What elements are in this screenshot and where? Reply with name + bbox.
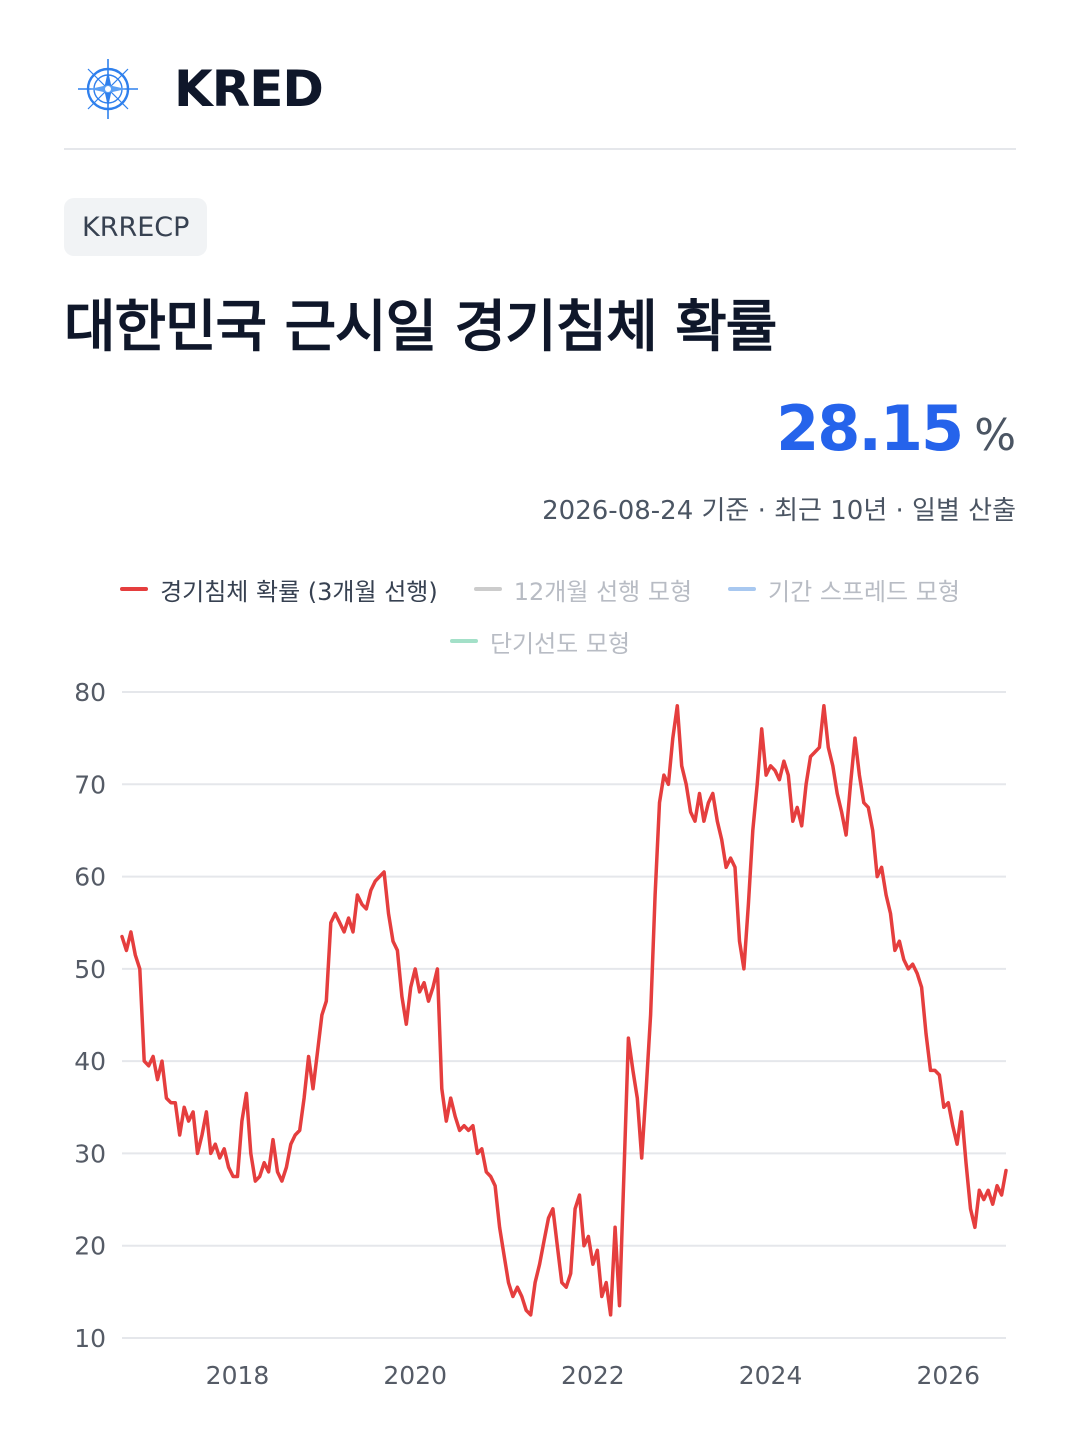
x-tick-label: 2022: [561, 1361, 625, 1390]
current-value-number: 28.15: [776, 392, 964, 465]
y-tick-label: 30: [74, 1139, 106, 1168]
series-code-badge: KRRECP: [64, 198, 208, 256]
as-of-subtitle: 2026-08-24 기준 · 최근 10년 · 일별 산출: [542, 496, 1016, 526]
legend-label: 단기선도 모형: [489, 629, 631, 658]
y-tick-label: 60: [74, 863, 106, 892]
y-tick-label: 40: [74, 1047, 106, 1076]
current-value: 28.15 %: [776, 392, 1016, 465]
legend-swatch: [449, 639, 478, 643]
series-line-0: [120, 704, 1008, 1317]
app-header: KRED: [64, 30, 1016, 148]
y-tick-label: 50: [74, 955, 106, 984]
header-divider: [64, 148, 1016, 150]
brand-name[interactable]: KRED: [174, 60, 324, 118]
x-tick-label: 2020: [383, 1361, 447, 1390]
x-tick-label: 2024: [739, 1361, 803, 1390]
legend-swatch: [473, 587, 502, 591]
y-tick-label: 10: [74, 1324, 106, 1353]
x-tick-label: 2026: [916, 1361, 980, 1390]
page-title: 대한민국 근시일 경기침체 확률: [64, 295, 777, 360]
y-tick-label: 80: [74, 678, 106, 707]
legend-label: 경기침체 확률 (3개월 선행): [160, 577, 438, 606]
compass-icon[interactable]: [76, 57, 140, 121]
legend-item-1[interactable]: 12개월 선행 모형: [473, 574, 693, 606]
legend-swatch: [728, 587, 757, 591]
line-chart: 10 20 30 40 50 60 70 80 2018 2020 2022 2024 2026: [74, 678, 1008, 1390]
y-tick-label: 20: [74, 1232, 106, 1261]
legend-item-2[interactable]: 기간 스프레드 모형: [728, 574, 960, 606]
legend-item-0[interactable]: 경기침체 확률 (3개월 선행): [120, 574, 438, 606]
legend-item-3[interactable]: 단기선도 모형: [449, 626, 631, 658]
legend-swatch: [120, 587, 149, 591]
y-tick-label: 70: [74, 770, 106, 799]
legend-label: 기간 스프레드 모형: [768, 577, 960, 606]
current-value-unit: %: [974, 410, 1016, 461]
x-tick-label: 2018: [206, 1361, 270, 1390]
legend-label: 12개월 선행 모형: [513, 577, 693, 606]
